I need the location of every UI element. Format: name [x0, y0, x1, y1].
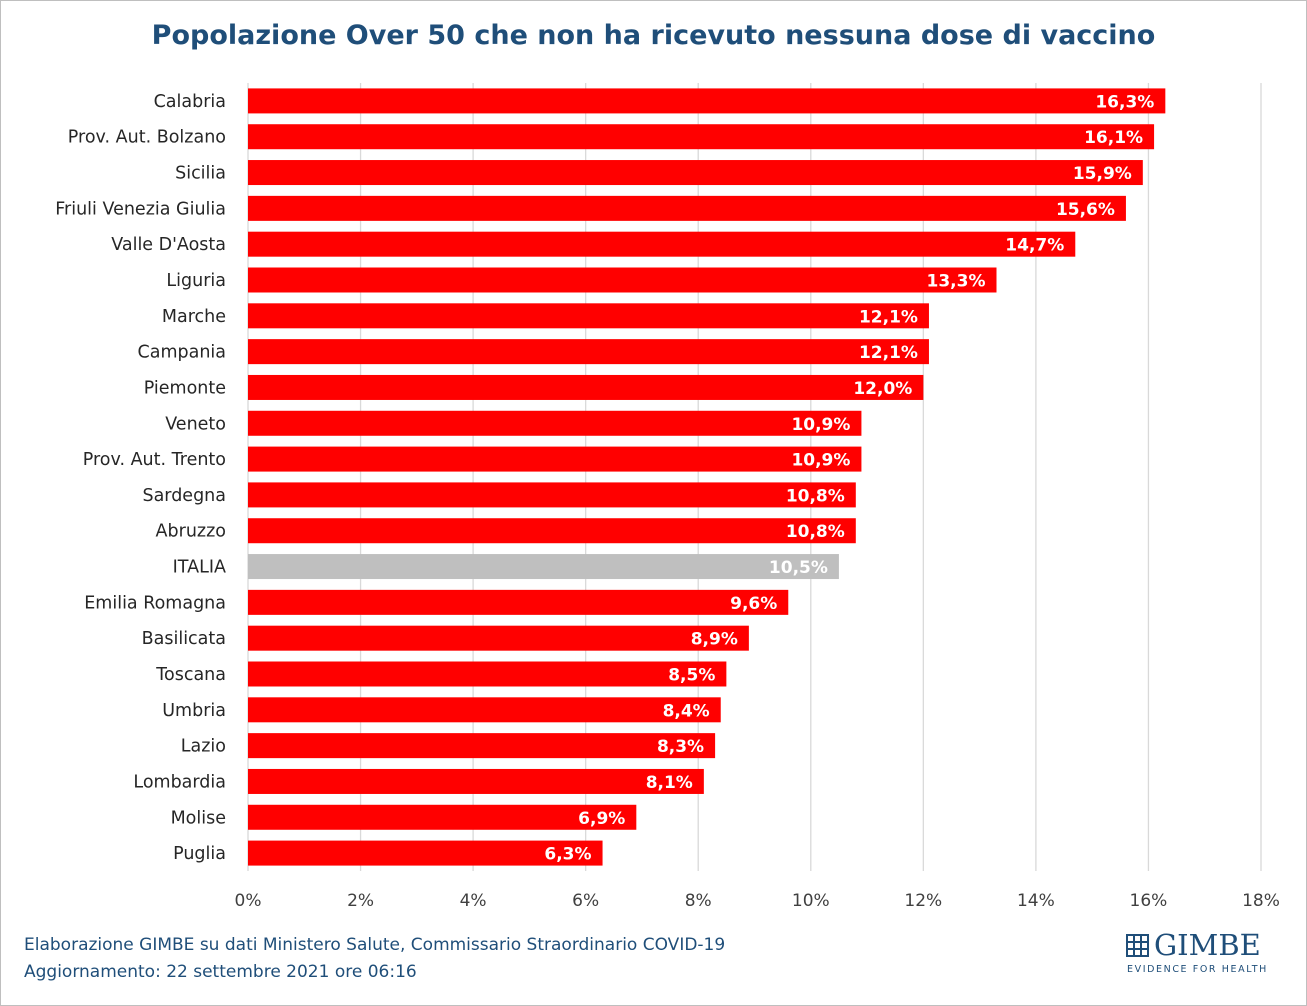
data-label: 10,8%	[786, 522, 845, 542]
bar	[248, 446, 862, 472]
category-label: Basilicata	[142, 629, 226, 649]
category-label: Molise	[171, 808, 226, 828]
x-tick-label: 12%	[904, 891, 942, 911]
category-label: Sicilia	[175, 164, 226, 184]
data-label: 12,0%	[853, 379, 912, 399]
data-label: 9,6%	[730, 594, 777, 614]
bar	[248, 840, 603, 866]
data-label: 6,3%	[544, 845, 591, 865]
data-label: 8,5%	[668, 666, 715, 686]
gimbe-logo-mark-icon	[1126, 934, 1149, 957]
category-label: Toscana	[155, 665, 226, 685]
category-label: Lombardia	[133, 772, 226, 792]
gimbe-logo-tagline: EVIDENCE FOR HEALTH	[1127, 964, 1268, 975]
bar	[248, 160, 1143, 186]
category-label: Sardegna	[142, 486, 226, 506]
category-label: Calabria	[154, 92, 226, 112]
category-label: Abruzzo	[156, 522, 226, 542]
footer-source: Elaborazione GIMBE su dati Ministero Sal…	[24, 935, 726, 955]
bar	[248, 410, 862, 436]
bar	[248, 768, 704, 794]
data-label: 12,1%	[859, 343, 918, 363]
category-label: Valle D'Aosta	[111, 235, 226, 255]
x-tick-label: 14%	[1017, 891, 1055, 911]
bar	[248, 267, 997, 293]
bar	[248, 697, 721, 723]
category-label: Lazio	[181, 737, 226, 757]
x-tick-label: 2%	[347, 891, 374, 911]
bar	[248, 374, 924, 400]
data-label: 8,1%	[646, 773, 693, 793]
bar	[248, 589, 789, 615]
bar	[248, 88, 1166, 114]
category-label: Emilia Romagna	[84, 593, 226, 613]
bar	[248, 733, 716, 759]
data-label: 10,8%	[786, 486, 845, 506]
bar	[248, 482, 856, 508]
category-label: Campania	[138, 343, 227, 363]
data-label: 10,9%	[791, 415, 850, 435]
x-tick-label: 0%	[235, 891, 262, 911]
category-label: Marche	[162, 307, 226, 327]
data-label: 8,9%	[691, 630, 738, 650]
data-label: 16,3%	[1095, 92, 1154, 112]
category-label: Liguria	[166, 271, 226, 291]
data-label: 8,4%	[663, 701, 710, 721]
data-label: 10,5%	[769, 558, 828, 578]
data-label: 12,1%	[859, 307, 918, 327]
bar	[248, 804, 637, 830]
category-label: Piemonte	[144, 378, 226, 398]
category-label: Prov. Aut. Trento	[83, 450, 226, 470]
data-label: 6,9%	[578, 809, 625, 829]
bar	[248, 661, 727, 687]
bar	[248, 625, 749, 651]
x-tick-label: 6%	[572, 891, 599, 911]
category-label: Puglia	[173, 844, 226, 864]
x-tick-label: 4%	[460, 891, 487, 911]
data-label: 10,9%	[791, 451, 850, 471]
bar	[248, 518, 856, 544]
data-label: 8,3%	[657, 737, 704, 757]
bar	[248, 339, 929, 365]
data-label: 16,1%	[1084, 128, 1143, 148]
bar	[248, 554, 839, 580]
data-label: 15,9%	[1073, 164, 1132, 184]
gimbe-logo-wordmark: GIMBE	[1154, 928, 1261, 962]
chart-title: Popolazione Over 50 che non ha ricevuto …	[151, 20, 1156, 51]
gimbe-logo: GIMBE EVIDENCE FOR HEALTH	[1126, 928, 1268, 980]
bar	[248, 231, 1076, 257]
category-label: Friuli Venezia Giulia	[55, 199, 226, 219]
x-tick-label: 10%	[792, 891, 830, 911]
data-label: 14,7%	[1005, 236, 1064, 256]
data-label: 15,6%	[1056, 200, 1115, 220]
footer-updated: Aggiornamento: 22 settembre 2021 ore 06:…	[24, 962, 417, 982]
category-label: Umbria	[162, 701, 226, 721]
data-label: 13,3%	[927, 272, 986, 292]
category-label: ITALIA	[173, 558, 226, 578]
x-tick-label: 16%	[1130, 891, 1168, 911]
bar	[248, 124, 1155, 150]
bar	[248, 195, 1126, 221]
category-label: Prov. Aut. Bolzano	[68, 128, 226, 148]
bar	[248, 303, 929, 329]
x-tick-label: 18%	[1242, 891, 1280, 911]
x-tick-label: 8%	[685, 891, 712, 911]
category-label: Veneto	[165, 414, 226, 434]
